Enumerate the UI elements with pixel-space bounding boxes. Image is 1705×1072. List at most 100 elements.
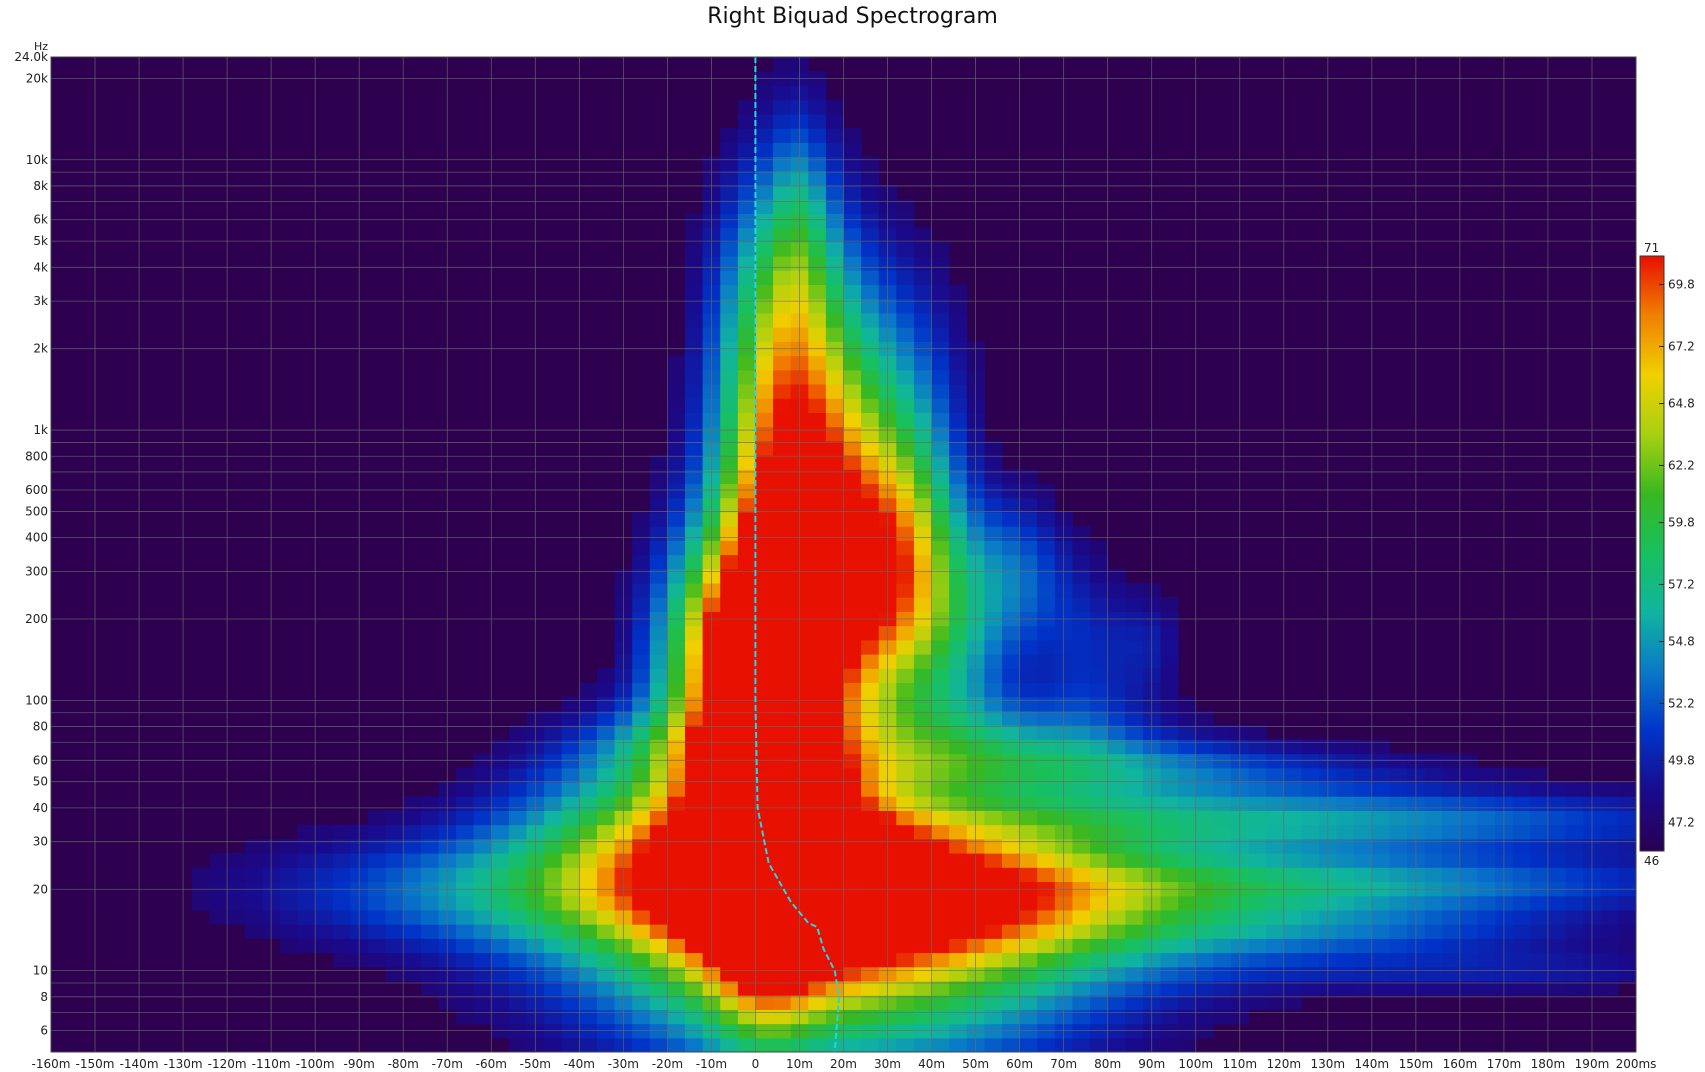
heat-cell bbox=[773, 881, 792, 897]
x-tick-label: -100m bbox=[296, 1057, 335, 1071]
heat-cell bbox=[1072, 654, 1091, 669]
heat-cell bbox=[685, 554, 704, 570]
heat-cell bbox=[949, 327, 968, 342]
y-tick-label: 4k bbox=[33, 260, 48, 274]
heat-cell bbox=[1530, 767, 1549, 783]
heat-cell bbox=[1019, 497, 1038, 513]
y-tick-label: 6 bbox=[40, 1024, 48, 1038]
heat-cell bbox=[1213, 739, 1232, 755]
heat-cell bbox=[1090, 568, 1109, 584]
heat-cell bbox=[737, 199, 757, 214]
heat-cell bbox=[984, 980, 1003, 996]
heat-cell bbox=[667, 810, 686, 826]
heat-cell bbox=[808, 526, 827, 541]
heat-cell bbox=[1283, 739, 1302, 755]
heat-cell bbox=[720, 796, 739, 811]
heat-cell bbox=[755, 85, 774, 101]
heat-cell bbox=[755, 511, 774, 527]
y-tick-label: 600 bbox=[25, 483, 48, 497]
heat-cell bbox=[1442, 853, 1461, 868]
heat-cell bbox=[1037, 853, 1056, 868]
heat-cell bbox=[649, 526, 668, 541]
heat-cell bbox=[861, 483, 880, 499]
heat-cell bbox=[720, 625, 739, 641]
x-tick-label: 30m bbox=[874, 1057, 901, 1071]
heat-cell bbox=[896, 810, 915, 826]
heat-cell bbox=[808, 597, 827, 612]
heat-cell bbox=[949, 369, 968, 385]
heat-cell bbox=[1371, 853, 1391, 868]
heat-cell bbox=[632, 995, 651, 1010]
heat-cell bbox=[1301, 952, 1320, 968]
heat-cell bbox=[861, 568, 880, 584]
heat-cell bbox=[332, 938, 351, 954]
heat-cell bbox=[1213, 881, 1232, 897]
heat-cell bbox=[1354, 895, 1373, 911]
heat-cell bbox=[649, 668, 668, 684]
heat-cell bbox=[949, 398, 968, 413]
heat-cell bbox=[1530, 781, 1549, 797]
heat-cell bbox=[737, 781, 757, 797]
heat-cell bbox=[1336, 881, 1355, 897]
heat-cell bbox=[1160, 810, 1179, 826]
heat-cell bbox=[1266, 867, 1285, 883]
heat-cell bbox=[984, 483, 1003, 499]
heat-cell bbox=[1107, 938, 1126, 954]
heat-cell bbox=[773, 440, 792, 456]
heat-cell bbox=[1600, 824, 1619, 840]
heat-cell bbox=[773, 639, 792, 655]
heat-cell bbox=[332, 867, 351, 883]
heat-cell bbox=[1072, 980, 1091, 996]
heat-cell bbox=[1090, 668, 1109, 684]
heat-cell bbox=[315, 938, 334, 954]
heat-cell bbox=[896, 980, 915, 996]
heat-cell bbox=[896, 853, 915, 868]
heat-cell bbox=[984, 710, 1003, 726]
heat-cell bbox=[1002, 980, 1021, 996]
heat-cell bbox=[1459, 838, 1479, 854]
heat-cell bbox=[632, 1037, 651, 1052]
heat-cell bbox=[861, 781, 880, 797]
heat-cell bbox=[1019, 966, 1038, 982]
heat-cell bbox=[1037, 625, 1056, 641]
heat-cell bbox=[720, 554, 739, 570]
heat-cell bbox=[808, 881, 827, 897]
heat-cell bbox=[1512, 867, 1531, 883]
heat-cell bbox=[773, 554, 792, 570]
heat-cell bbox=[1389, 952, 1408, 968]
heat-cell bbox=[1037, 952, 1056, 968]
heat-cell bbox=[596, 1037, 616, 1052]
heat-cell bbox=[737, 227, 757, 243]
heat-cell bbox=[1107, 995, 1126, 1010]
heat-cell bbox=[720, 426, 739, 442]
heat-cell bbox=[632, 796, 651, 811]
heat-cell bbox=[773, 838, 792, 854]
heat-cell bbox=[773, 455, 792, 470]
heat-cell bbox=[297, 881, 316, 897]
heat-cell bbox=[737, 99, 757, 115]
x-tick-label: -120m bbox=[208, 1057, 247, 1071]
heat-cell bbox=[315, 909, 334, 925]
heat-cell bbox=[949, 312, 968, 328]
heat-cell bbox=[843, 312, 862, 328]
heat-cell bbox=[843, 497, 862, 513]
heat-cell bbox=[1178, 739, 1197, 755]
heat-cell bbox=[1019, 980, 1038, 996]
heat-cell bbox=[1301, 781, 1320, 797]
heat-cell bbox=[843, 938, 862, 954]
heat-cell bbox=[808, 1009, 827, 1025]
heat-cell bbox=[1019, 554, 1038, 570]
heat-cell bbox=[403, 824, 422, 840]
heat-cell bbox=[667, 710, 686, 726]
heat-cell bbox=[825, 312, 845, 328]
heat-cell bbox=[1072, 909, 1091, 925]
heat-cell bbox=[1019, 568, 1038, 584]
heat-cell bbox=[1459, 781, 1479, 797]
heat-cell bbox=[1178, 824, 1197, 840]
heat-cell bbox=[1248, 739, 1267, 755]
heat-cell bbox=[931, 540, 950, 556]
x-tick-label: -140m bbox=[120, 1057, 159, 1071]
heat-cell bbox=[1371, 952, 1391, 968]
heat-cell bbox=[843, 554, 862, 570]
heat-cell bbox=[913, 867, 933, 883]
